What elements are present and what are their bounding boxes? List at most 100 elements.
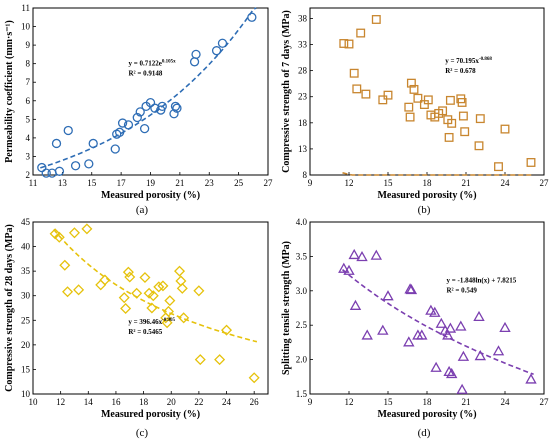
- data-point-diamond: [53, 231, 65, 243]
- data-point-circle: [51, 138, 62, 149]
- data-point-square: [438, 106, 448, 116]
- data-point-circle: [123, 120, 134, 130]
- y-tick-label: 2: [26, 170, 31, 180]
- panel-label: (c): [136, 427, 149, 439]
- data-point-diamond: [59, 259, 71, 271]
- data-point-square: [460, 127, 470, 137]
- x-tick-label: 22: [194, 397, 203, 407]
- x-tick-label: 15: [384, 178, 394, 188]
- x-tick-label: 21: [462, 178, 471, 188]
- x-tick-label: 12: [345, 397, 354, 407]
- x-tick-label: 20: [167, 397, 177, 407]
- data-point-triangle: [356, 250, 368, 262]
- x-tick-label: 24: [222, 397, 232, 407]
- y-tick-label: 4: [26, 133, 31, 143]
- x-tick-label: 14: [84, 397, 94, 407]
- trend-line: [341, 268, 534, 376]
- y-tick-label: 8: [26, 59, 31, 69]
- y-tick-label: 2.0: [296, 355, 308, 365]
- x-tick-label: 17: [117, 178, 127, 188]
- data-point-square: [356, 28, 366, 38]
- data-point-circle: [189, 57, 200, 67]
- x-tick-label: 10: [29, 397, 39, 407]
- data-point-triangle: [455, 320, 467, 331]
- data-point-triangle: [403, 336, 415, 347]
- data-point-square: [344, 39, 354, 49]
- data-point-circle: [211, 46, 222, 56]
- data-point-square: [444, 132, 454, 142]
- data-point-diamond: [164, 295, 176, 307]
- data-point-square: [474, 141, 484, 151]
- data-point-circle: [115, 127, 125, 137]
- y-tick-label: 10: [21, 22, 31, 32]
- data-point-circle: [247, 12, 257, 22]
- data-point-circle: [84, 159, 94, 169]
- x-tick-label: 15: [384, 397, 394, 407]
- data-point-square: [500, 124, 510, 134]
- y-tick-label: 45: [21, 217, 31, 227]
- x-axis-label: Measured porosity (%): [377, 190, 476, 201]
- y-axis-label: Permeability coefficient (mm·s⁻¹): [4, 20, 15, 163]
- data-point-triangle: [442, 329, 454, 340]
- data-point-diamond: [62, 286, 74, 298]
- data-point-triangle: [377, 324, 389, 335]
- data-point-circle: [37, 162, 47, 173]
- trend-equation: y = -1.848ln(x) + 7.8215: [447, 277, 517, 285]
- x-tick-label: 23: [205, 178, 215, 188]
- data-point-circle: [170, 101, 181, 111]
- y-tick-label: 40: [21, 242, 31, 252]
- data-point-triangle: [435, 317, 448, 328]
- data-point-diamond: [153, 281, 165, 293]
- data-point-square: [413, 93, 423, 103]
- data-point-square: [405, 112, 415, 122]
- y-tick-label: 20: [21, 340, 31, 350]
- x-axis-label: Measured porosity (%): [377, 409, 476, 420]
- y-tick-label: 28: [298, 66, 308, 76]
- panel-label: (d): [418, 427, 431, 439]
- y-tick-label: 23: [298, 92, 308, 102]
- data-point-circle: [217, 38, 228, 48]
- trend-line: [40, 7, 257, 169]
- data-point-diamond: [131, 287, 143, 299]
- chart-panel-2: 9 12 15 18 21 24 27 8 13 18 23 28 33 38 Measured poros…: [281, 7, 549, 216]
- x-tick-label: 12: [345, 178, 354, 188]
- x-tick-label: 19: [146, 178, 156, 188]
- y-tick-label: 5: [26, 114, 31, 124]
- y-tick-label: 30: [21, 291, 31, 301]
- x-tick-label: 16: [111, 397, 121, 407]
- y-tick-label: 8: [303, 170, 308, 180]
- data-point-triangle: [499, 321, 511, 333]
- r-squared: R² = 0.549: [447, 287, 478, 295]
- data-point-diamond: [193, 285, 205, 297]
- data-point-diamond: [248, 372, 260, 384]
- data-point-triangle: [474, 350, 487, 361]
- data-point-triangle: [361, 329, 373, 340]
- chart-panel-4: 9 12 15 18 21 24 27 1.5 2.0 2.5 3.0 3.5 4.0 Measured …: [281, 217, 549, 439]
- data-point-circle: [88, 138, 98, 149]
- y-tick-label: 4.0: [296, 217, 308, 227]
- data-point-circle: [135, 107, 145, 117]
- y-tick-label: 3: [26, 151, 31, 161]
- x-tick-label: 12: [56, 397, 65, 407]
- y-tick-label: 9: [26, 40, 31, 50]
- data-point-square: [352, 84, 362, 94]
- data-point-triangle: [456, 383, 468, 394]
- trend-line: [342, 172, 534, 176]
- data-point-diamond: [68, 227, 80, 239]
- data-point-triangle: [429, 306, 441, 317]
- data-point-square: [404, 102, 414, 112]
- y-tick-label: 7: [26, 77, 31, 87]
- data-point-triangle: [348, 248, 360, 260]
- data-point-circle: [70, 161, 81, 171]
- data-point-triangle: [444, 322, 457, 333]
- data-point-circle: [41, 168, 51, 178]
- data-point-diamond: [174, 265, 186, 277]
- data-point-square: [361, 89, 371, 99]
- data-point-triangle: [457, 350, 470, 361]
- x-tick-label: 26: [250, 397, 260, 407]
- plot-frame: [309, 221, 545, 395]
- panel-label: (a): [136, 204, 149, 216]
- data-point-square: [378, 95, 388, 105]
- data-point-diamond: [176, 282, 188, 294]
